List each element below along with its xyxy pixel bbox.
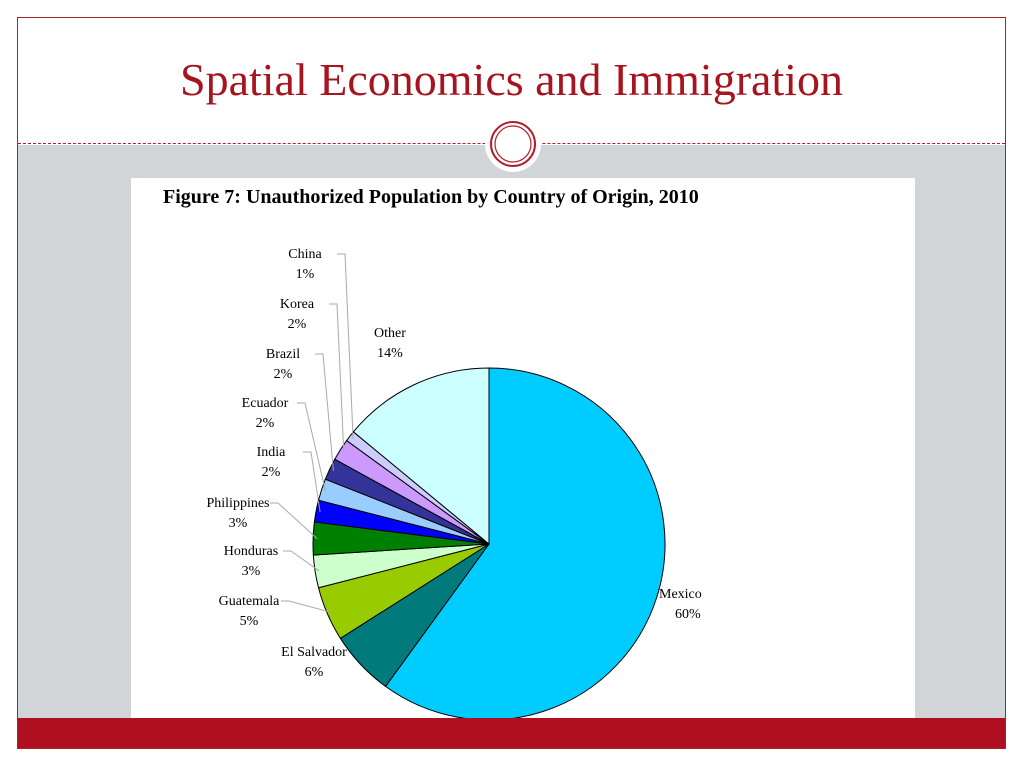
slice-label: El Salvador	[281, 645, 347, 660]
leader-line	[283, 550, 320, 572]
slice-value-label: 2%	[256, 416, 275, 431]
divider-ornament-icon	[485, 116, 541, 172]
pie-chart: Mexico 60% El Salvador 6% Guatemala 5% Hondura…	[206, 247, 702, 718]
slice-label: Brazil	[266, 347, 300, 362]
pie-slice-other	[352, 367, 490, 546]
slice-label: India	[257, 445, 287, 460]
slice-value-label: 2%	[262, 465, 281, 480]
slide-title: Spatial Economics and Immigration	[179, 54, 844, 105]
slice-label: Honduras	[224, 544, 278, 559]
slice-value-label: 1%	[296, 267, 315, 282]
slice-value-label: 3%	[229, 516, 248, 531]
slice-value-label: 2%	[274, 367, 293, 382]
leader-line	[315, 353, 334, 471]
slice-value-label: 14%	[377, 346, 403, 361]
bottom-accent-bar	[18, 718, 1005, 748]
slice-label: Mexico	[659, 587, 702, 602]
leader-line	[270, 502, 318, 539]
chart-figure: Figure 7: Unauthorized Population by Cou…	[131, 178, 915, 718]
slice-label: China	[288, 247, 322, 262]
slice-label: Other	[374, 326, 406, 341]
slice-label: Ecuador	[242, 396, 289, 411]
leader-line	[303, 451, 321, 512]
slide: Spatial Economics and Immigration Figure…	[17, 17, 1006, 749]
slice-label: Guatemala	[219, 594, 280, 609]
leader-line	[297, 402, 326, 491]
slice-value-label: 2%	[288, 317, 307, 332]
chart-title: Figure 7: Unauthorized Population by Cou…	[163, 186, 699, 208]
slice-value-label: 60%	[675, 607, 701, 622]
slice-label: Korea	[280, 297, 315, 312]
pie-slice-mexico	[384, 367, 666, 718]
leader-line	[281, 600, 332, 613]
leader-line	[337, 253, 354, 439]
leader-line	[329, 303, 345, 452]
slice-value-label: 6%	[305, 665, 324, 680]
slice-value-label: 3%	[242, 564, 261, 579]
slice-label: Philippines	[206, 496, 269, 511]
slice-value-label: 5%	[240, 614, 259, 629]
